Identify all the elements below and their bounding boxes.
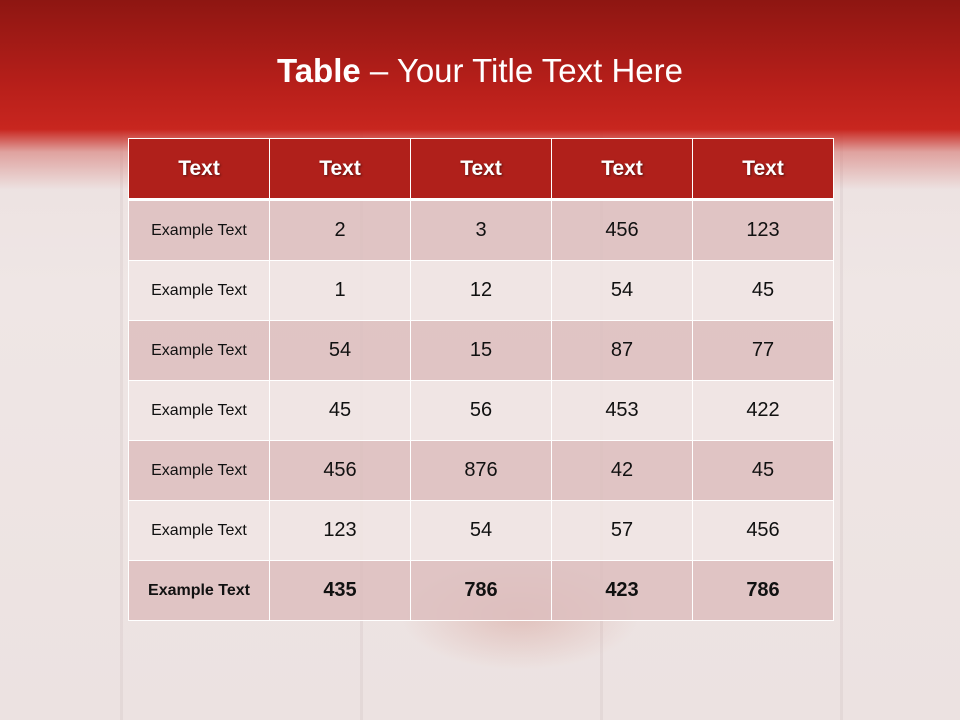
table-cell: 54	[410, 500, 552, 561]
row-label: Example Text	[128, 380, 270, 441]
table-cell: 45	[692, 440, 834, 501]
column-header: Text	[269, 138, 411, 201]
table-cell: 123	[269, 500, 411, 561]
slide-title: Table – Your Title Text Here	[0, 52, 960, 90]
table-row: Example Text 123 54 57 456	[128, 500, 834, 561]
table-cell: 786	[410, 560, 552, 621]
data-table: Text Text Text Text Text Example Text 2 3 456 12…	[128, 138, 834, 621]
table-cell: 87	[551, 320, 693, 381]
row-label: Example Text	[128, 260, 270, 321]
table-row: Example Text 1 12 54 45	[128, 260, 834, 321]
table-cell: 3	[410, 199, 552, 261]
row-label: Example Text	[128, 440, 270, 501]
table-cell: 42	[551, 440, 693, 501]
table-row: Example Text 2 3 456 123	[128, 199, 834, 261]
table-cell: 57	[551, 500, 693, 561]
table-cell: 56	[410, 380, 552, 441]
row-label: Example Text	[128, 199, 270, 261]
title-rest: – Your Title Text Here	[360, 52, 683, 89]
table-cell: 435	[269, 560, 411, 621]
table-cell: 786	[692, 560, 834, 621]
table-row: Example Text 45 56 453 422	[128, 380, 834, 441]
row-label: Example Text	[128, 320, 270, 381]
table-row: Example Text 456 876 42 45	[128, 440, 834, 501]
title-bold: Table	[277, 52, 361, 89]
table-cell: 456	[692, 500, 834, 561]
table-cell: 453	[551, 380, 693, 441]
table-cell: 1	[269, 260, 411, 321]
table-cell: 45	[269, 380, 411, 441]
table-cell: 12	[410, 260, 552, 321]
table-cell: 876	[410, 440, 552, 501]
table-row: Example Text 435 786 423 786	[128, 560, 834, 621]
table-cell: 77	[692, 320, 834, 381]
row-label: Example Text	[128, 500, 270, 561]
column-header: Text	[551, 138, 693, 201]
table-cell: 422	[692, 380, 834, 441]
row-label: Example Text	[128, 560, 270, 621]
table-cell: 2	[269, 199, 411, 261]
column-header: Text	[410, 138, 552, 201]
table-cell: 15	[410, 320, 552, 381]
table-cell: 456	[551, 199, 693, 261]
table-cell: 45	[692, 260, 834, 321]
table-row: Example Text 54 15 87 77	[128, 320, 834, 381]
column-header: Text	[128, 138, 270, 201]
table-cell: 456	[269, 440, 411, 501]
table-cell: 423	[551, 560, 693, 621]
table-cell: 54	[269, 320, 411, 381]
table-cell: 123	[692, 199, 834, 261]
column-header: Text	[692, 138, 834, 201]
header-row: Text Text Text Text Text	[128, 138, 834, 201]
table-cell: 54	[551, 260, 693, 321]
